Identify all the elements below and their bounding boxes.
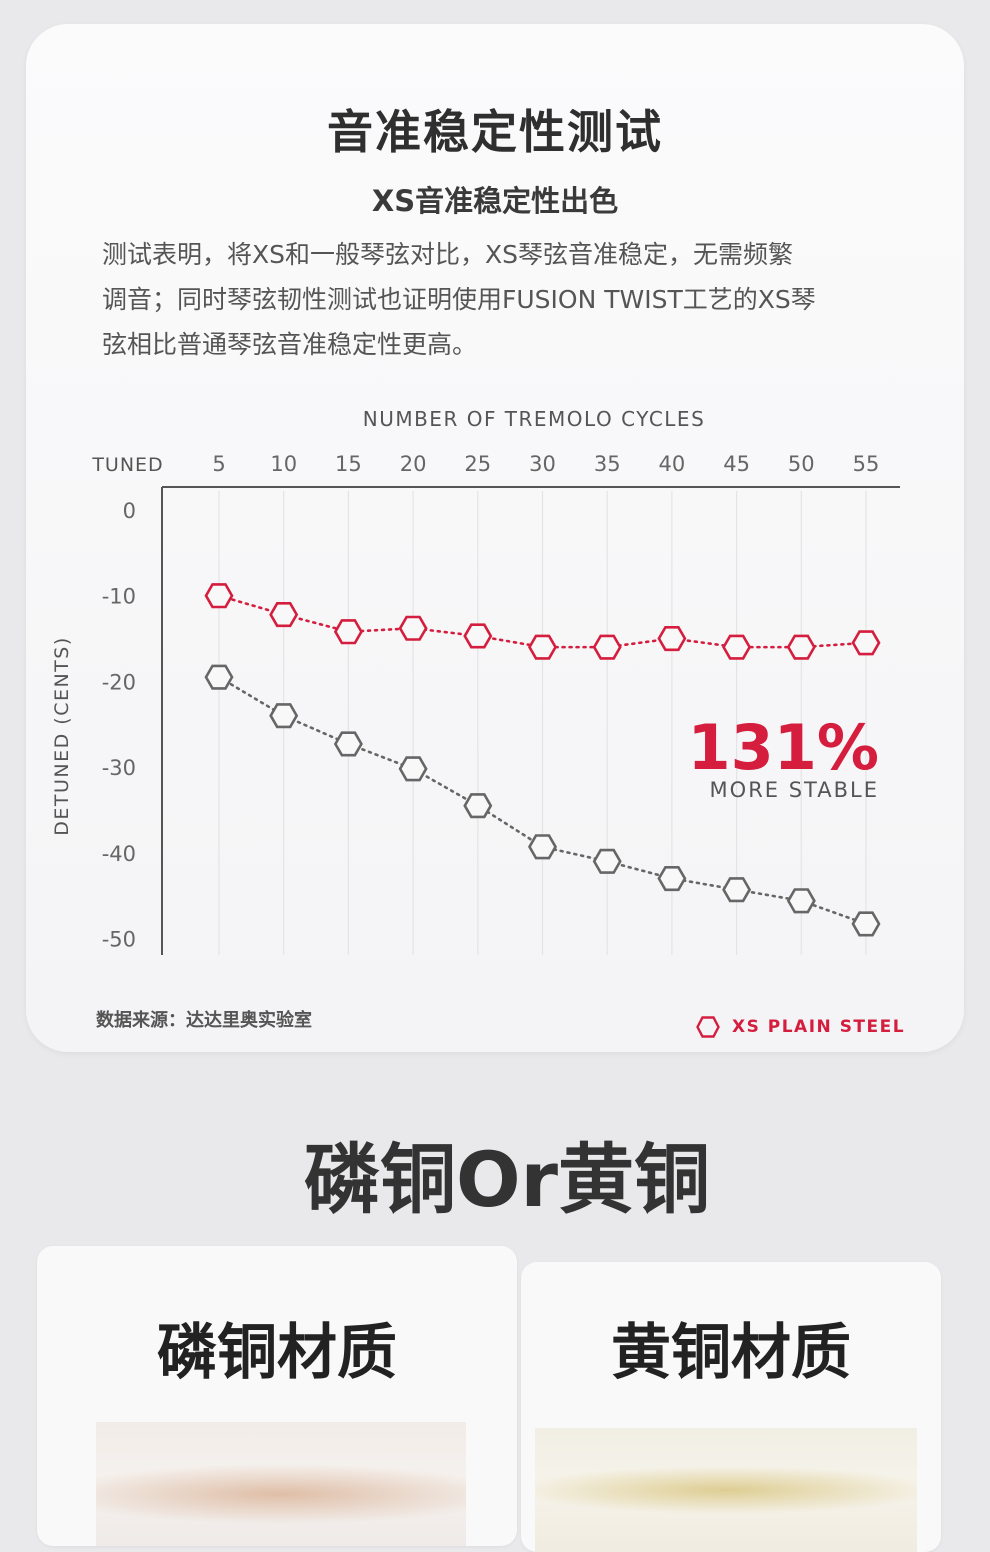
brass-string-photo — [535, 1428, 917, 1552]
data-point — [528, 834, 557, 860]
data-point — [657, 865, 687, 892]
hexagon-outline-icon — [696, 1016, 720, 1038]
page-title: 音准稳定性测试 — [327, 105, 663, 159]
x-tick-label: 15 — [335, 452, 362, 476]
x-start-label: TUNED — [91, 454, 163, 476]
data-point — [592, 848, 622, 874]
x-axis-title: NUMBER OF TREMOLO CYCLES — [363, 407, 706, 431]
y-tick-label: -20 — [102, 670, 136, 694]
y-axis-title: DETUNED (CENTS) — [51, 636, 73, 836]
data-point — [722, 634, 752, 660]
data-point — [527, 634, 558, 660]
data-point — [204, 583, 234, 609]
x-tick-label: 25 — [464, 452, 491, 476]
data-point — [463, 623, 493, 649]
material-title: 磷铜材质 — [157, 1318, 397, 1388]
x-tick-label: 20 — [400, 452, 427, 476]
x-tick-label: 5 — [212, 452, 225, 476]
annotation-label: MORE STABLE — [710, 778, 879, 802]
y-tick-label: 0 — [123, 499, 136, 523]
data-point — [204, 664, 234, 690]
description-paragraph: 测试表明，将XS和一般琴弦对比，XS琴弦音准稳定，无需频繁 调音；同时琴弦韧性测… — [102, 232, 902, 367]
paragraph-line: 调音；同时琴弦韧性测试也证明使用FUSION TWIST工艺的XS琴 — [102, 285, 816, 314]
y-tick-label: -40 — [102, 842, 136, 866]
data-point — [398, 756, 428, 782]
data-point — [786, 634, 816, 660]
data-point — [333, 619, 363, 645]
data-point — [269, 703, 299, 729]
x-tick-label: 40 — [659, 452, 686, 476]
paragraph-line: 测试表明，将XS和一般琴弦对比，XS琴弦音准稳定，无需频繁 — [102, 240, 793, 269]
chart-legend: XS PLAIN STEEL — [696, 1014, 905, 1040]
annotation-value: 131% — [687, 711, 879, 784]
data-point — [657, 625, 687, 652]
x-tick-label: 30 — [529, 452, 556, 476]
phosphor-bronze-card: 磷铜材质 — [37, 1246, 517, 1546]
detune-line-chart: NUMBER OF TREMOLO CYCLES TUNED 5 10 15 20 25 30… — [51, 407, 900, 955]
data-point — [851, 911, 881, 937]
data-point — [398, 615, 428, 641]
brass-card: 黄铜材质 — [521, 1262, 941, 1552]
x-tick-label: 45 — [723, 452, 750, 476]
x-tick-label: 50 — [788, 452, 815, 476]
x-tick-label: 55 — [853, 452, 880, 476]
y-tick-label: -30 — [102, 756, 136, 780]
data-point — [722, 877, 752, 903]
data-point — [269, 601, 299, 628]
data-point — [592, 634, 622, 660]
y-tick-label: -10 — [102, 585, 136, 609]
page-subtitle: XS音准稳定性出色 — [371, 184, 619, 218]
data-point — [333, 731, 363, 757]
legend-label: XS PLAIN STEEL — [732, 1017, 906, 1037]
stability-test-card — [26, 24, 964, 1052]
data-point — [463, 793, 493, 819]
section-title: 磷铜Or黄铜 — [303, 1135, 711, 1224]
phosphor-bronze-string-photo — [96, 1422, 466, 1546]
x-tick-label: 10 — [270, 452, 297, 476]
data-source-note: 数据来源：达达里奥实验室 — [96, 1010, 312, 1031]
data-point — [786, 888, 816, 914]
data-point — [851, 630, 881, 656]
paragraph-line: 弦相比普通琴弦音准稳定性更高。 — [102, 330, 478, 359]
x-tick-label: 35 — [594, 452, 621, 476]
material-title: 黄铜材质 — [611, 1318, 851, 1388]
y-tick-label: -50 — [102, 928, 136, 952]
